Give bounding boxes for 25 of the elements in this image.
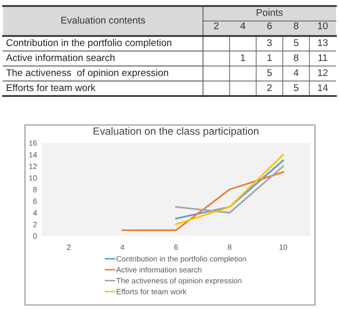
data-label: 14 [318, 84, 328, 92]
data-label: 5 [294, 39, 298, 46]
data-label: 4 [294, 69, 299, 76]
data-label: 11 [318, 54, 328, 62]
x-tick-label: 2 [214, 22, 219, 30]
data-label: 1 [240, 54, 246, 62]
x-tick-label: 6 [267, 22, 272, 30]
y-tick-label: Contribution in the portfolio completion [6, 38, 172, 48]
x-tick-label: 10 [318, 22, 328, 30]
chart-title: Evaluation on the class participation [94, 127, 258, 137]
data-label: 1 [268, 54, 272, 62]
data-label: 12 [318, 69, 328, 76]
data-label: 13 [318, 39, 328, 46]
data-label: 3 [267, 39, 272, 46]
x-axis-title: Points [256, 8, 283, 16]
y-tick-label: Active information search [6, 54, 115, 62]
data-label: 2 [267, 84, 272, 92]
data-label: 5 [294, 84, 298, 92]
x-tick-label: 4 [240, 22, 246, 30]
y-tick-label: The activeness of opinion expression [6, 68, 168, 78]
data-label: 5 [267, 69, 272, 76]
x-tick-label: 8 [294, 22, 298, 30]
data-label: 8 [294, 54, 298, 62]
text: Evaluation contents [61, 16, 146, 24]
y-tick-label: Efforts for team work [6, 84, 96, 92]
